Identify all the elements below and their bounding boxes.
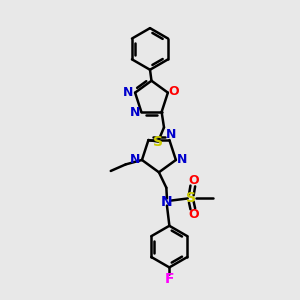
- Text: N: N: [130, 154, 141, 166]
- Text: S: S: [153, 135, 163, 149]
- Text: N: N: [177, 154, 188, 166]
- Text: O: O: [188, 174, 199, 187]
- Text: O: O: [188, 208, 199, 221]
- Text: O: O: [168, 85, 178, 98]
- Text: N: N: [161, 195, 173, 209]
- Text: N: N: [123, 85, 134, 99]
- Text: S: S: [186, 191, 196, 206]
- Text: F: F: [165, 272, 174, 286]
- Text: N: N: [166, 128, 176, 141]
- Text: N: N: [130, 106, 140, 119]
